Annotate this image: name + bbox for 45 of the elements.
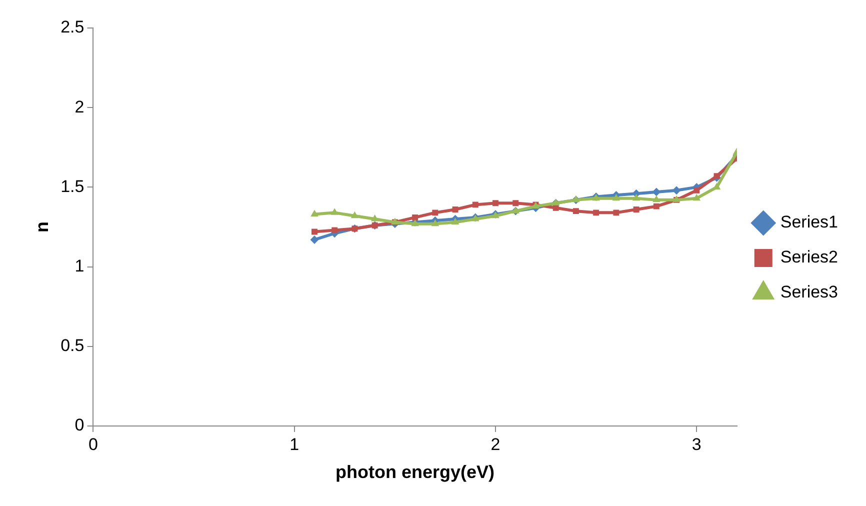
- y-tick-label: 2: [74, 97, 84, 116]
- point: [694, 187, 700, 194]
- legend-label: Series1: [780, 212, 838, 232]
- point: [652, 188, 660, 196]
- point: [552, 204, 559, 211]
- x-tick-label: 3: [692, 434, 702, 454]
- point: [652, 196, 660, 202]
- point: [412, 214, 418, 220]
- y-tick-label: 2.5: [60, 18, 84, 37]
- point: [572, 208, 579, 214]
- y-tick-label: 1: [74, 256, 84, 276]
- point: [312, 228, 318, 235]
- point: [613, 210, 620, 216]
- point: [452, 218, 459, 224]
- point: [332, 227, 338, 234]
- point: [632, 194, 640, 201]
- point: [452, 206, 458, 212]
- point: [693, 194, 700, 201]
- point: [713, 183, 720, 190]
- point: [331, 208, 338, 215]
- point: [432, 220, 439, 226]
- x-tick-label: 0: [88, 434, 98, 454]
- point: [492, 200, 498, 206]
- x-axis-title: photon energy(eV): [336, 462, 495, 482]
- x-tick-label: 2: [490, 434, 500, 454]
- y-tick-label: 0: [74, 416, 84, 435]
- point: [672, 186, 681, 194]
- point: [432, 210, 438, 216]
- x-tick-label: 1: [290, 434, 300, 454]
- point: [593, 210, 600, 216]
- y-tick-label: 1.5: [60, 176, 84, 196]
- point: [310, 210, 318, 217]
- point: [633, 206, 640, 212]
- legend-label: Series3: [780, 282, 838, 302]
- point: [371, 215, 378, 222]
- y-tick-label: 0.5: [60, 336, 84, 356]
- point: [512, 200, 519, 206]
- legend-label: Series2: [780, 248, 838, 267]
- point: [351, 212, 358, 218]
- point: [472, 202, 478, 208]
- y-axis-title: n: [32, 222, 52, 232]
- point: [612, 194, 620, 201]
- point: [653, 203, 660, 210]
- point: [714, 173, 720, 180]
- point: [310, 236, 318, 244]
